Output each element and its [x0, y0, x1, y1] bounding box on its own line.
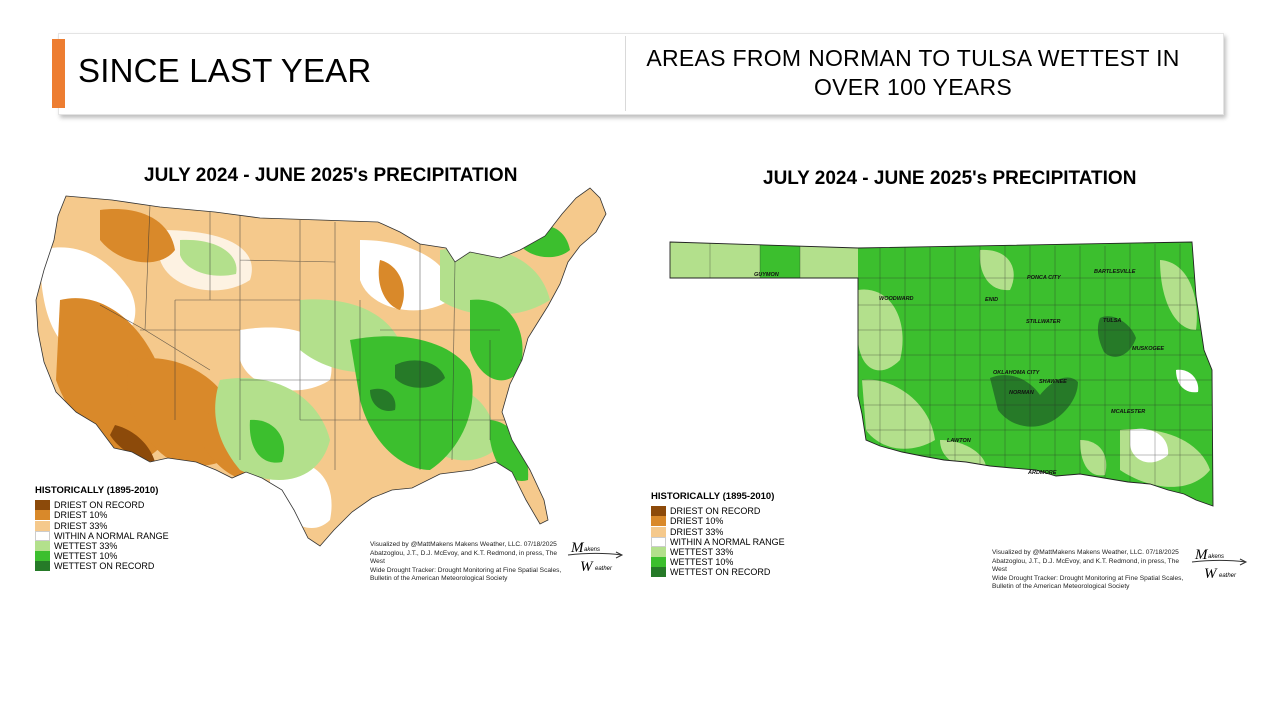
legend-swatch — [651, 547, 666, 558]
legend-swatch — [35, 510, 50, 521]
us-outline — [35, 187, 607, 547]
svg-text:eather: eather — [595, 566, 613, 572]
credit-line: Abatzoglou, J.T., D.J. McEvoy, and K.T. … — [992, 557, 1180, 574]
credit-line: Wide Drought Tracker: Drought Monitoring… — [370, 566, 562, 574]
legend-swatch — [35, 530, 50, 541]
svg-text:akens: akens — [1208, 554, 1224, 560]
legend-swatch — [651, 516, 666, 527]
credit-line: Abatzoglou, J.T., D.J. McEvoy, and K.T. … — [370, 549, 558, 566]
city-label-lawton: LAWTON — [947, 438, 972, 444]
ok-legend-item: DRIEST 33% — [651, 527, 785, 537]
legend-label: WETTEST 10% — [670, 557, 734, 568]
legend-swatch — [651, 557, 666, 568]
legend-swatch — [35, 520, 50, 531]
city-label-shawnee: SHAWNEE — [1039, 379, 1067, 385]
legend-label: WETTEST ON RECORD — [54, 561, 155, 572]
us-map-title: JULY 2024 - JUNE 2025's PRECIPITATION — [144, 165, 518, 186]
ok-precip-map — [670, 242, 1213, 506]
svg-text:M: M — [570, 540, 585, 556]
legend-swatch — [651, 567, 666, 578]
legend-label: WITHIN A NORMAL RANGE — [670, 536, 785, 547]
legend-swatch — [651, 536, 666, 547]
city-label-stillwater: STILLWATER — [1026, 319, 1060, 325]
city-label-muskogee: MUSKOGEE — [1132, 346, 1164, 352]
legend-swatch — [35, 551, 50, 562]
credit-line: Visualized by @MattMakens Makens Weather… — [370, 541, 557, 548]
city-label-mcalester: MCALESTER — [1111, 409, 1145, 415]
header-accent-bar — [52, 39, 65, 108]
us-legend: HISTORICALLY (1895-2010) DRIEST ON RECOR… — [35, 485, 169, 572]
ok-credit-text: Visualized by @MattMakens Makens Weather… — [992, 549, 1192, 592]
ok-city-labels: GUYMON WOODWARD PONCA CITY BARTLESVILLE … — [754, 269, 1164, 476]
us-legend-item: WETTEST ON RECORD — [35, 561, 169, 572]
credit-line: Bulletin of the American Meteorological … — [370, 575, 508, 583]
us-legend-item: DRIEST 33% — [35, 521, 169, 531]
legend-label: DRIEST 10% — [670, 516, 724, 527]
legend-label: WETTEST 33% — [670, 546, 734, 557]
city-label-bartlesville: BARTLESVILLE — [1094, 269, 1136, 275]
ok-outline — [669, 241, 1214, 507]
ok-legend-item: DRIEST 10% — [651, 516, 785, 527]
legend-swatch — [35, 561, 50, 572]
makens-weather-logo: M akens W eather — [1191, 547, 1248, 580]
credit-line: Wide Drought Tracker: Drought Monitoring… — [992, 574, 1184, 582]
credit-line: Visualized by @MattMakens Makens Weather… — [992, 549, 1179, 556]
legend-swatch — [651, 506, 666, 517]
slide-subtitle: AREAS FROM NORMAN TO TULSA WETTEST IN OV… — [646, 45, 1180, 100]
legend-label: WITHIN A NORMAL RANGE — [54, 530, 169, 541]
us-legend-item: DRIEST ON RECORD — [35, 500, 169, 511]
ok-legend-heading: HISTORICALLY (1895-2010) — [651, 491, 775, 502]
svg-text:eather: eather — [1219, 573, 1237, 579]
us-legend-heading: HISTORICALLY (1895-2010) — [35, 485, 159, 496]
ok-legend-item: WETTEST 10% — [651, 557, 785, 568]
ok-legend-item: DRIEST ON RECORD — [651, 506, 785, 517]
header-box — [58, 33, 1224, 115]
city-label-ardmore: ARDMORE — [1027, 470, 1057, 476]
city-label-tulsa: TULSA — [1103, 318, 1121, 324]
ok-legend-item: WITHIN A NORMAL RANGE — [651, 537, 785, 547]
svg-text:W: W — [1204, 566, 1218, 580]
legend-swatch — [35, 500, 50, 511]
legend-label: DRIEST 33% — [670, 526, 724, 537]
city-label-oklahoma-city: OKLAHOMA CITY — [993, 370, 1041, 376]
slide-title: SINCE LAST YEAR — [78, 52, 372, 89]
legend-label: WETTEST 10% — [54, 551, 118, 562]
legend-label: WETTEST 33% — [54, 540, 118, 551]
svg-text:M: M — [1194, 547, 1209, 563]
ok-legend: HISTORICALLY (1895-2010) DRIEST ON RECOR… — [651, 491, 785, 578]
us-legend-item: WETTEST 10% — [35, 551, 169, 562]
city-label-guymon: GUYMON — [754, 272, 780, 278]
ok-legend-item: WETTEST 33% — [651, 546, 785, 558]
legend-label: WETTEST ON RECORD — [670, 567, 771, 578]
legend-label: DRIEST ON RECORD — [54, 500, 145, 511]
ok-map-title: JULY 2024 - JUNE 2025's PRECIPITATION — [763, 168, 1137, 189]
ok-legend-item: WETTEST ON RECORD — [651, 567, 785, 578]
legend-swatch — [35, 541, 50, 552]
svg-text:akens: akens — [584, 547, 600, 553]
us-legend-item: WITHIN A NORMAL RANGE — [35, 531, 169, 541]
us-legend-item: DRIEST 10% — [35, 510, 169, 521]
city-label-norman: NORMAN — [1009, 390, 1035, 396]
legend-label: DRIEST 10% — [54, 510, 108, 521]
makens-weather-logo: M akens W eather — [567, 540, 624, 573]
legend-swatch — [651, 526, 666, 537]
city-label-ponca-city: PONCA CITY — [1027, 275, 1062, 281]
credit-line: Bulletin of the American Meteorological … — [992, 583, 1130, 591]
legend-label: DRIEST 33% — [54, 520, 108, 531]
header-divider — [625, 36, 626, 111]
city-label-woodward: WOODWARD — [879, 296, 914, 302]
city-label-enid: ENID — [985, 297, 998, 303]
us-credit-text: Visualized by @MattMakens Makens Weather… — [370, 541, 570, 584]
us-legend-item: WETTEST 33% — [35, 540, 169, 552]
svg-text:W: W — [580, 559, 594, 573]
legend-label: DRIEST ON RECORD — [670, 506, 761, 517]
